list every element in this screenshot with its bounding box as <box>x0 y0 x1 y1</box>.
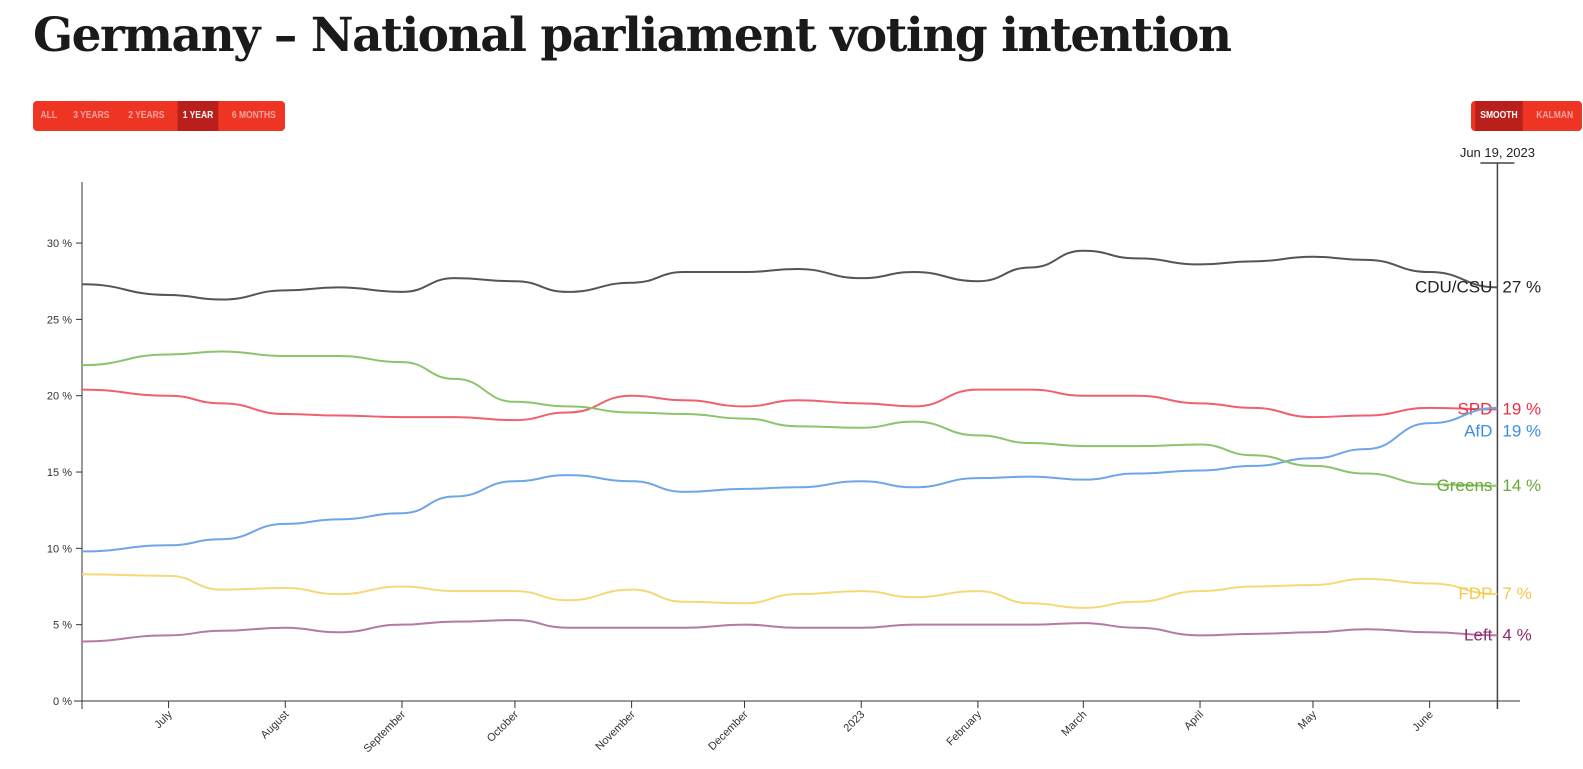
range-3-years-button[interactable]: 3 YEARS <box>73 110 110 121</box>
y-tick-label: 0 % <box>53 696 72 708</box>
series-line-greens <box>81 350 1498 487</box>
x-tick-label: February <box>944 708 984 748</box>
x-tick-label: June <box>1410 709 1435 734</box>
x-tick-label: November <box>593 708 638 753</box>
range-6-months-button[interactable]: 6 MONTHS <box>231 110 276 121</box>
page-title: Germany – National parliament voting int… <box>33 8 1232 63</box>
x-tick-label: September <box>362 708 409 755</box>
series-line-afd <box>81 406 1498 553</box>
series-label-left: Left <box>1464 625 1493 644</box>
series-line-cdu-csu <box>81 249 1498 301</box>
x-tick-label: December <box>706 708 751 753</box>
series-line-left <box>81 619 1498 643</box>
y-tick-label: 25 % <box>47 314 72 326</box>
cursor-date-label: Jun 19, 2023 <box>1460 145 1535 160</box>
y-tick-label: 15 % <box>47 467 72 479</box>
series-line-fdp <box>81 573 1498 609</box>
y-tick-label: 30 % <box>47 238 72 250</box>
x-tick-label: March <box>1059 709 1089 739</box>
series-label-afd: AfD <box>1464 421 1492 440</box>
smooth-button[interactable]: SMOOTH <box>1475 101 1523 131</box>
x-tick-label: 2023 <box>842 709 868 735</box>
series-value-greens: 14 % <box>1502 476 1541 495</box>
x-tick-label: October <box>485 708 521 744</box>
series-label-fdp: FDP <box>1458 584 1492 603</box>
x-tick-label: July <box>152 708 175 731</box>
x-tick-label: August <box>259 709 292 742</box>
series-label-cdu-csu: CDU/CSU <box>1415 277 1492 296</box>
y-tick-label: 5 % <box>53 620 72 632</box>
range-all-button[interactable]: ALL <box>40 110 57 121</box>
y-tick-label: 10 % <box>47 543 72 555</box>
x-tick-label: May <box>1296 708 1320 732</box>
kalman-button[interactable]: KALMAN <box>1536 110 1573 121</box>
series-value-spd: 19 % <box>1502 399 1541 418</box>
range-1-year-button[interactable]: 1 YEAR <box>177 101 219 131</box>
y-tick-label: 20 % <box>47 391 72 403</box>
series-value-left: 4 % <box>1502 625 1531 644</box>
series-value-fdp: 7 % <box>1502 584 1531 603</box>
series-value-cdu-csu: 27 % <box>1502 277 1541 296</box>
series-value-afd: 19 % <box>1502 421 1541 440</box>
method-selector: SMOOTH KALMAN <box>1471 101 1583 131</box>
series-label-greens: Greens <box>1437 476 1493 495</box>
range-selector: ALL 3 YEARS 2 YEARS 1 YEAR 6 MONTHS <box>33 101 286 131</box>
range-2-years-button[interactable]: 2 YEARS <box>128 110 165 121</box>
series-line-spd <box>81 388 1498 422</box>
x-tick-label: April <box>1182 709 1206 733</box>
